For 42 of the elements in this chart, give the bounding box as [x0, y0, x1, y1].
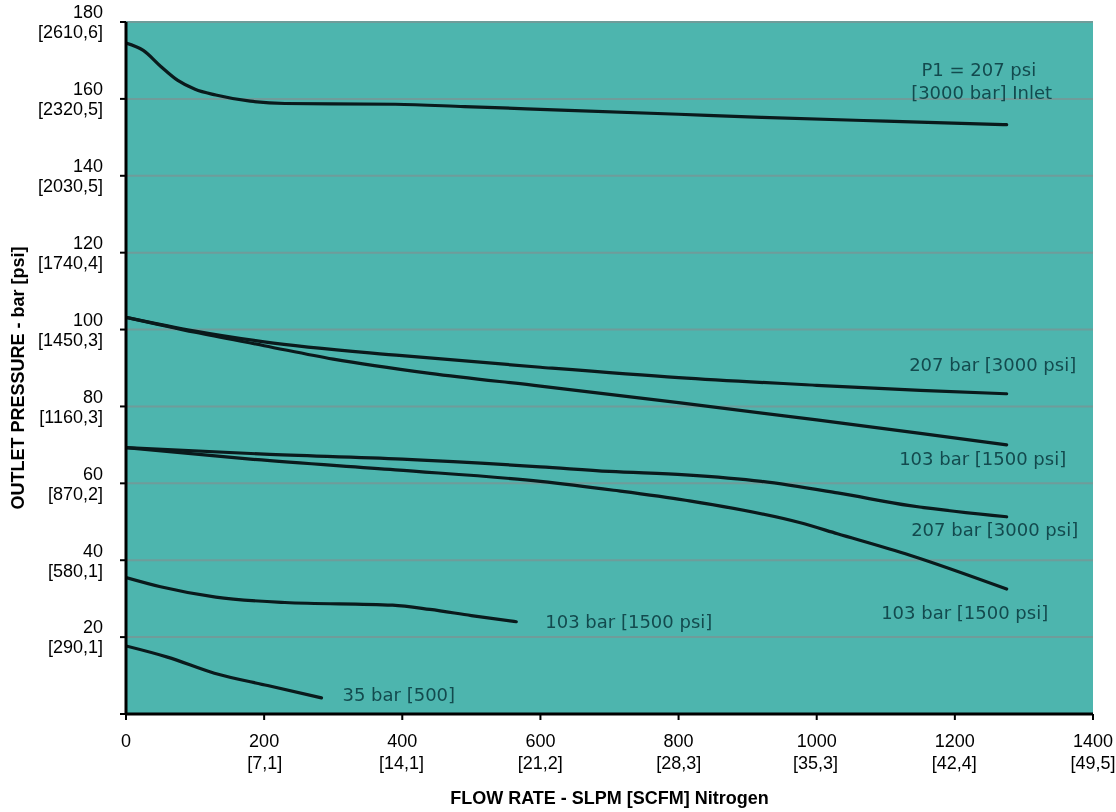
y2-tick-label: 120 — [72, 232, 103, 253]
x-tick-label: 1000 — [796, 731, 837, 752]
series-label: 35 bar [500] — [342, 684, 456, 706]
y-tick-label: [2320,5] — [37, 99, 103, 120]
x2-tick-label: [49,5] — [1070, 753, 1116, 774]
y-tick-label: [2610,6] — [37, 22, 103, 43]
series-label: 103 bar [1500 psi] — [899, 448, 1067, 470]
series-label: 207 bar [3000 psi] — [909, 354, 1077, 376]
y-tick-label: [870,2] — [47, 483, 103, 504]
y2-tick-label: 40 — [82, 540, 103, 561]
x-tick-label: 200 — [249, 731, 280, 752]
y-tick-label: [1740,4] — [37, 252, 103, 273]
x-tick-label: 0 — [120, 731, 132, 752]
x2-tick-label: [35,3] — [793, 753, 839, 774]
y-tick-label: [580,1] — [47, 560, 103, 581]
y-tick-label: [2030,5] — [37, 176, 103, 197]
series-label: P1 = 207 psi [3000 bar] Inlet — [911, 58, 1053, 103]
x2-tick-label: [21,2] — [517, 753, 563, 774]
y2-tick-label: 20 — [82, 617, 103, 638]
x-axis-title: FLOW RATE - SLPM [SCFM] Nitrogen — [450, 788, 769, 809]
x2-tick-label: [28,3] — [656, 753, 702, 774]
x-tick-label: 400 — [387, 731, 418, 752]
series-label: 207 bar [3000 psi] — [911, 519, 1079, 541]
series-label: 103 bar [1500 psi] — [545, 611, 713, 633]
y2-tick-label: 140 — [72, 156, 103, 177]
x-tick-label: 800 — [663, 731, 694, 752]
y2-tick-label: 60 — [82, 463, 103, 484]
x2-tick-label: [7,1] — [247, 753, 283, 774]
x2-tick-label: [42,4] — [931, 753, 977, 774]
y-tick-label: [290,1] — [47, 637, 103, 658]
y2-tick-label: 180 — [72, 2, 103, 23]
x-tick-label: 1200 — [934, 731, 975, 752]
x-tick-label: 600 — [525, 731, 556, 752]
x-tick-label: 1400 — [1072, 731, 1114, 752]
y2-tick-label: 100 — [72, 309, 103, 330]
text: 103 bar [1500 psi] — [881, 602, 1049, 624]
y-tick-label: [1160,3] — [39, 406, 103, 427]
y2-tick-label: 80 — [82, 386, 103, 407]
y-tick-label: [1450,3] — [37, 329, 103, 350]
x2-tick-label: [14,1] — [378, 753, 424, 774]
y2-tick-label: 160 — [72, 79, 103, 100]
y-axis-title: OUTLET PRESSURE - bar [psi] — [8, 246, 29, 510]
